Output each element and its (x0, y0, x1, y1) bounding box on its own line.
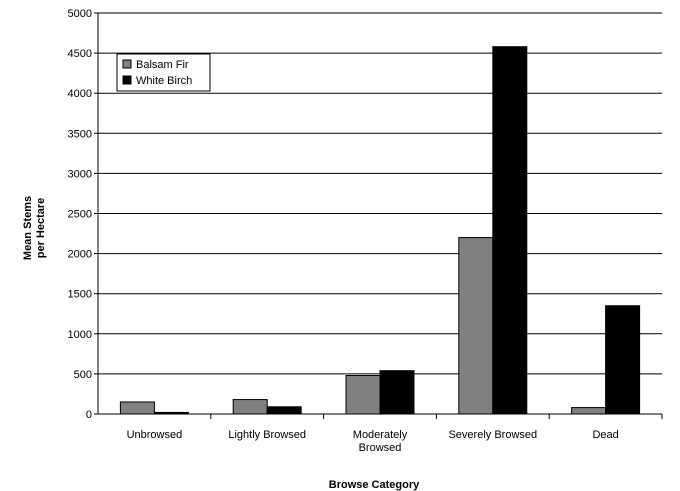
gridlines (98, 12, 662, 375)
y-tick-labels: 0 500 1000 1500 2000 2500 3000 3500 4000 4500 5000 (68, 8, 92, 421)
legend-box (116, 53, 211, 92)
y-tick-label: 1000 (68, 329, 92, 341)
legend-swatch (122, 75, 132, 85)
bar-white-birch-1 (266, 406, 302, 415)
bar-white-birch-2 (379, 370, 415, 415)
y-tick-label: 0 (86, 409, 92, 421)
y-tick-label: 4000 (68, 88, 92, 100)
legend: Balsam Fir White Birch (116, 53, 211, 92)
legend-swatch (122, 59, 132, 69)
y-axis-title: Mean Stemsper Hectare (22, 196, 47, 260)
bar-balsam-fir-2 (345, 375, 381, 415)
x-tick-label: Moderately Browsed (353, 429, 408, 454)
y-tick-label: 5000 (68, 8, 92, 20)
axes (94, 12, 663, 419)
x-axis-title: Browse Category (329, 479, 420, 491)
x-tick-label: Severely Browsed (448, 429, 537, 441)
bar-balsam-fir-0 (119, 401, 155, 415)
y-tick-label: 3000 (68, 168, 92, 180)
bar-balsam-fir-3 (458, 237, 494, 415)
x-tick-label: Lightly Browsed (228, 429, 306, 441)
bar-balsam-fir-1 (232, 399, 268, 415)
x-tick-label: Unbrowsed (127, 429, 183, 441)
y-tick-label: 500 (74, 369, 92, 381)
bar-white-birch-3 (492, 46, 528, 415)
bar-white-birch-4 (605, 305, 641, 415)
x-tick-labels: Unbrowsed Lightly Browsed Moderately Browse… (127, 429, 619, 454)
y-tick-label: 4500 (68, 48, 92, 60)
legend-label: Balsam Fir (136, 59, 189, 71)
y-tick-label: 1500 (68, 289, 92, 301)
y-tick-label: 2000 (68, 249, 92, 261)
y-tick-label: 2500 (68, 209, 92, 221)
legend-label: White Birch (136, 75, 192, 87)
x-tick-label: Dead (592, 429, 618, 441)
bar-balsam-fir-4 (571, 407, 607, 415)
y-tick-label: 3500 (68, 128, 92, 140)
bars (119, 46, 641, 415)
